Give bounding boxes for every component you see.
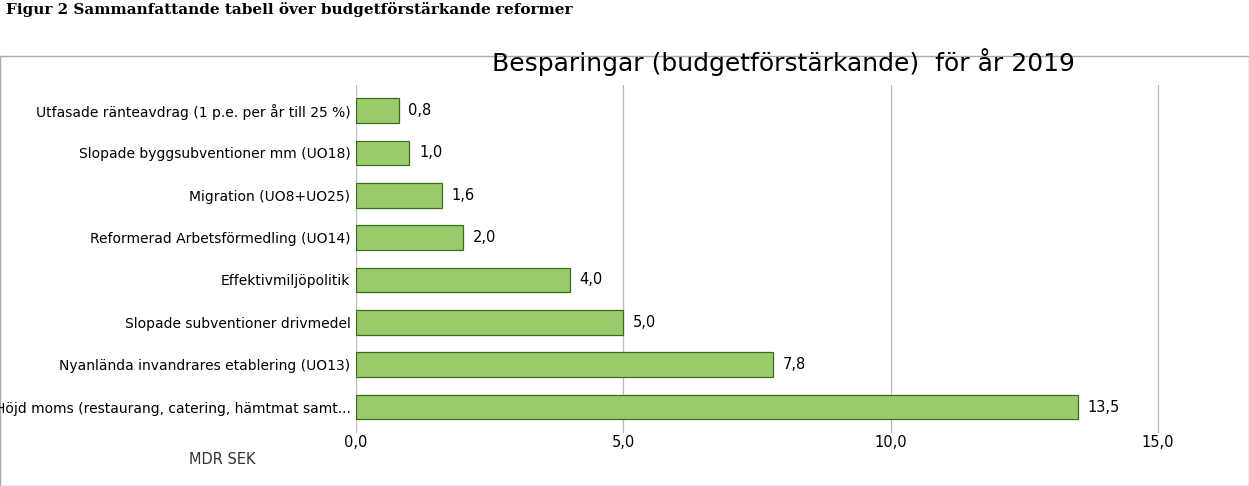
Bar <box>356 183 442 208</box>
Text: 13,5: 13,5 <box>1088 399 1119 415</box>
Bar <box>356 352 773 377</box>
Bar <box>356 226 463 250</box>
Text: 1,6: 1,6 <box>451 188 475 203</box>
Bar <box>356 395 1078 419</box>
Text: MDR SEK: MDR SEK <box>189 451 256 467</box>
Text: 7,8: 7,8 <box>783 357 806 372</box>
Text: 5,0: 5,0 <box>633 315 656 330</box>
Bar <box>356 268 570 292</box>
Bar <box>356 140 410 165</box>
Text: 1,0: 1,0 <box>420 145 442 160</box>
Text: Figur 2 Sammanfattande tabell över budgetförstärkande reformer: Figur 2 Sammanfattande tabell över budge… <box>6 2 573 17</box>
Text: 4,0: 4,0 <box>580 273 603 288</box>
Bar <box>356 310 623 335</box>
Text: 0,8: 0,8 <box>408 103 432 118</box>
Text: 2,0: 2,0 <box>472 230 496 245</box>
Title: Besparingar (budgetförstärkande)  för år 2019: Besparingar (budgetförstärkande) för år … <box>492 48 1075 76</box>
Bar <box>356 98 398 123</box>
